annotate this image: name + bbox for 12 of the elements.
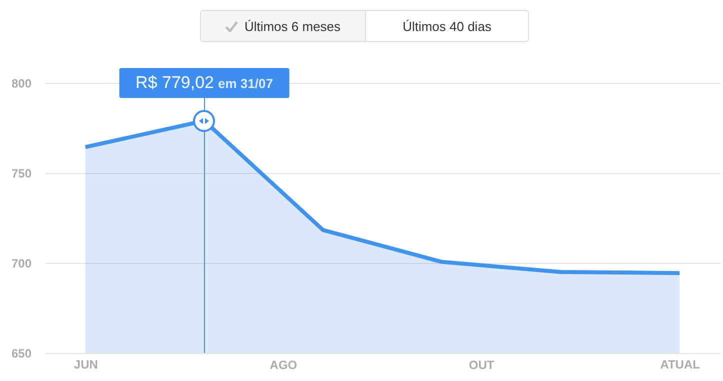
- x-tick-label: ATUAL: [660, 358, 700, 372]
- text: AGO: [270, 358, 298, 372]
- y-tick-label: 750: [11, 166, 32, 180]
- text: Últimos 6 meses: [244, 18, 341, 34]
- x-tick-label: JUN: [74, 358, 98, 372]
- y-tick-label: 650: [11, 346, 32, 360]
- y-tick-label: 800: [11, 76, 32, 90]
- text: OUT: [468, 358, 494, 372]
- y-tick-label: 700: [11, 256, 32, 270]
- annotation: em 31/07: [218, 76, 273, 91]
- text: Últimos 40 dias: [402, 18, 492, 34]
- annotation: R$ 779,02: [136, 72, 214, 92]
